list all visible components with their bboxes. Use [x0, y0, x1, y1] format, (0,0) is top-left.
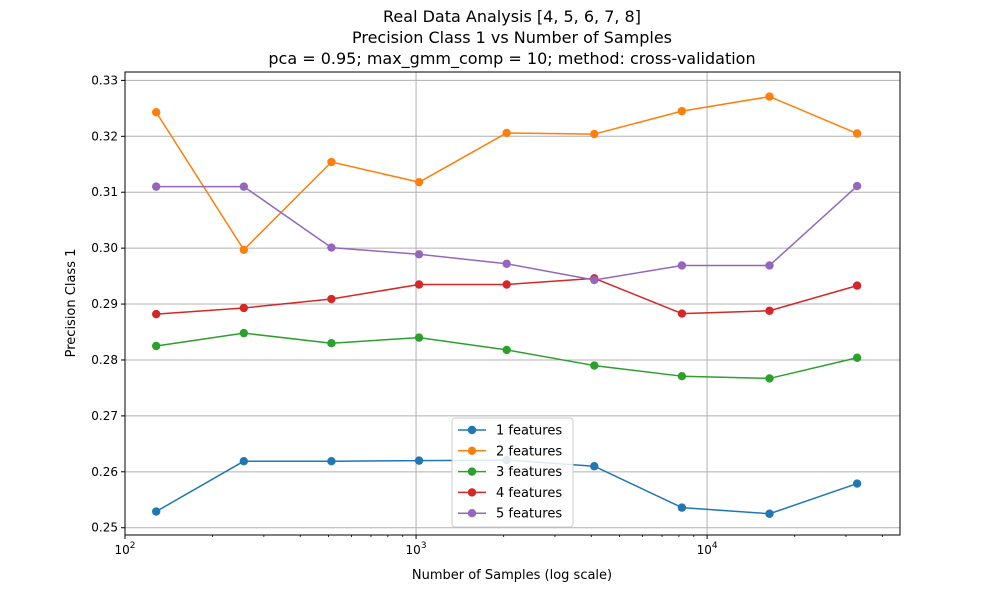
plot-series	[152, 92, 862, 518]
legend-item: 1 features	[458, 424, 562, 439]
data-point	[239, 245, 249, 255]
x-tick-base: 10	[697, 543, 712, 557]
legend-marker	[467, 446, 477, 455]
data-point	[502, 280, 511, 289]
data-point	[852, 181, 862, 191]
legend-marker	[467, 488, 477, 497]
data-point	[852, 281, 862, 290]
title-line-2: Precision Class 1 vs Number of Samples	[352, 28, 672, 47]
data-point	[677, 261, 687, 270]
legend-label: 2 features	[496, 444, 562, 459]
y-tick-label: 0.32	[91, 129, 118, 143]
data-point	[502, 128, 511, 138]
data-point	[327, 294, 336, 304]
data-point	[414, 333, 424, 342]
data-point	[152, 182, 161, 191]
y-axis-label: Precision Class 1	[64, 249, 79, 358]
legend-item: 4 features	[458, 486, 562, 501]
data-point	[677, 309, 687, 318]
legend: 1 features 2 features 3 features 4 features…	[451, 417, 574, 528]
data-point	[590, 361, 599, 370]
data-point	[239, 328, 249, 338]
legend-marker	[467, 425, 477, 435]
legend-label: 4 features	[496, 486, 562, 501]
x-tick-label: 104	[697, 541, 718, 557]
data-point	[239, 182, 249, 191]
data-point	[852, 479, 862, 488]
data-point	[414, 250, 424, 259]
title-line-1: Real Data Analysis [4, 5, 6, 7, 8]	[383, 7, 641, 26]
x-tick-exponent: 3	[421, 541, 427, 551]
x-tick-exponent: 4	[712, 541, 718, 551]
legend-item: 3 features	[458, 465, 562, 480]
data-point	[765, 92, 774, 101]
x-tick-base: 10	[406, 543, 421, 557]
data-point	[152, 507, 161, 516]
series-3	[152, 328, 862, 383]
data-point	[327, 339, 336, 348]
data-point	[327, 456, 336, 466]
data-point	[414, 456, 424, 465]
legend-label: 3 features	[496, 465, 562, 480]
data-point	[502, 345, 511, 355]
y-axis-ticks: 0.25 0.26 0.27 0.28 0.29 0.30 0.31 0.32 0.33	[91, 73, 125, 535]
data-point	[414, 177, 424, 187]
legend-label: 1 features	[496, 424, 562, 439]
data-point	[152, 108, 161, 117]
x-tick-exponent: 2	[130, 541, 136, 551]
y-tick-label: 0.30	[91, 241, 118, 255]
y-tick-label: 0.27	[91, 409, 118, 423]
y-tick-label: 0.25	[91, 521, 118, 535]
legend-item: 2 features	[458, 444, 562, 459]
data-point	[677, 503, 687, 512]
data-point	[765, 374, 774, 383]
x-tick-label: 102	[114, 541, 135, 557]
data-point	[590, 129, 599, 139]
data-point	[590, 275, 599, 285]
data-point	[677, 106, 687, 116]
y-tick-label: 0.31	[91, 185, 118, 199]
data-point	[590, 462, 599, 471]
series-4	[152, 274, 862, 319]
title-line-3: pca = 0.95; max_gmm_comp = 10; method: c…	[268, 49, 755, 69]
y-tick-label: 0.28	[91, 353, 118, 367]
data-point	[152, 309, 161, 319]
data-point	[414, 280, 424, 289]
legend-item: 5 features	[458, 507, 562, 522]
legend-box	[451, 417, 574, 528]
data-point	[852, 353, 862, 362]
legend-marker	[467, 509, 477, 518]
legend-label: 5 features	[496, 507, 562, 522]
data-point	[765, 509, 774, 518]
x-tick-base: 10	[114, 543, 129, 557]
data-point	[502, 259, 511, 268]
data-point	[152, 341, 161, 351]
data-point	[239, 303, 249, 313]
data-point	[765, 261, 774, 270]
data-point	[852, 129, 862, 138]
y-tick-label: 0.33	[91, 73, 118, 87]
data-point	[765, 306, 774, 315]
x-tick-label: 103	[406, 541, 427, 557]
data-point	[327, 157, 336, 167]
plot-area-frame	[124, 71, 901, 536]
x-axis-label: Number of Samples (log scale)	[412, 568, 612, 583]
legend-marker	[467, 467, 477, 476]
chart-title: Real Data Analysis [4, 5, 6, 7, 8] Preci…	[268, 7, 755, 69]
data-point	[239, 456, 249, 466]
y-tick-label: 0.29	[91, 297, 118, 311]
x-axis-ticks: 102 103 104	[114, 535, 883, 557]
data-point	[327, 243, 336, 252]
series-5	[152, 181, 862, 285]
data-point	[677, 371, 687, 381]
series-2	[152, 92, 862, 255]
y-tick-label: 0.26	[91, 465, 118, 479]
